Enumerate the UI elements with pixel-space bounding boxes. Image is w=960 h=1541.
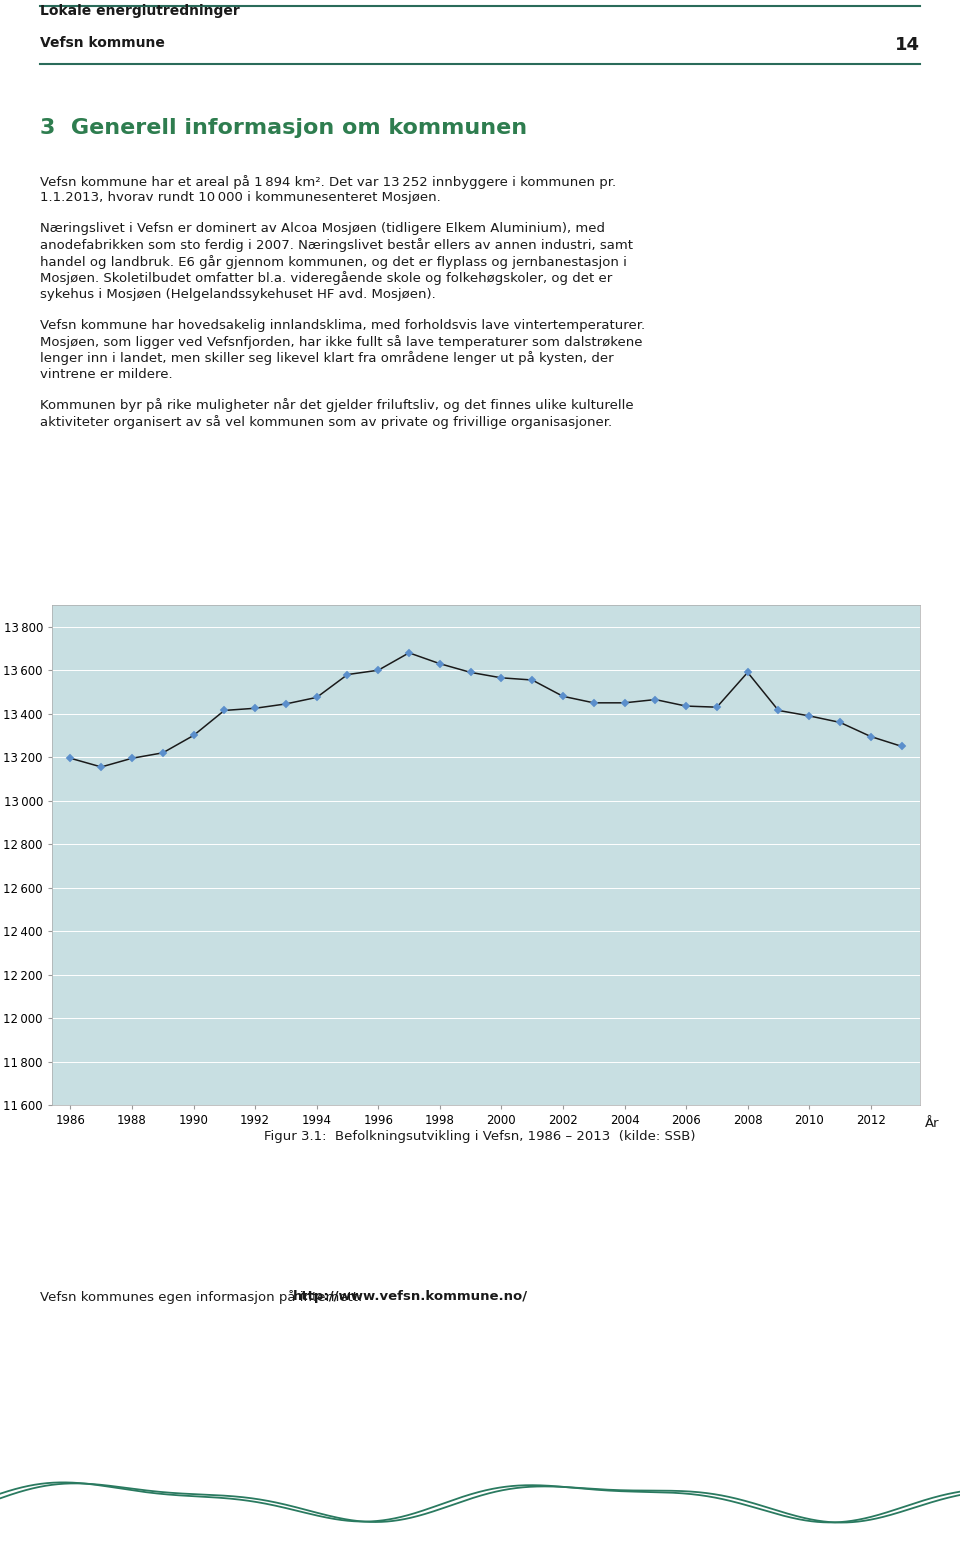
Text: År: År: [924, 1117, 939, 1131]
Text: Vefsn kommune har et areal på 1 894 km². Det var 13 252 innbyggere i kommunen pr: Vefsn kommune har et areal på 1 894 km².…: [40, 176, 616, 190]
Text: Kommunen byr på rike muligheter når det gjelder friluftsliv, og det finnes ulike: Kommunen byr på rike muligheter når det …: [40, 399, 634, 413]
Text: handel og landbruk. E6 går gjennom kommunen, og det er flyplass og jernbanestasj: handel og landbruk. E6 går gjennom kommu…: [40, 254, 627, 270]
Text: lenger inn i landet, men skiller seg likevel klart fra områdene lenger ut på kys: lenger inn i landet, men skiller seg lik…: [40, 351, 614, 365]
Text: Figur 3.1:  Befolkningsutvikling i Vefsn, 1986 – 2013  (kilde: SSB): Figur 3.1: Befolkningsutvikling i Vefsn,…: [264, 1130, 696, 1143]
Text: Næringslivet i Vefsn er dominert av Alcoa Mosjøen (tidligere Elkem Aluminium), m: Næringslivet i Vefsn er dominert av Alco…: [40, 222, 606, 234]
Text: vintrene er mildere.: vintrene er mildere.: [40, 368, 173, 381]
Text: Vefsn kommunes egen informasjon på internett:: Vefsn kommunes egen informasjon på inter…: [40, 1290, 367, 1304]
Text: Vefsn kommune har hovedsakelig innlandsklima, med forholdsvis lave vintertempera: Vefsn kommune har hovedsakelig innlandsk…: [40, 319, 645, 331]
Text: sykehus i Mosjøen (Helgelandssykehuset HF avd. Mosjøen).: sykehus i Mosjøen (Helgelandssykehuset H…: [40, 288, 436, 300]
Text: Lokale energiutredninger: Lokale energiutredninger: [40, 5, 240, 18]
Text: anodefabrikken som sto ferdig i 2007. Næringslivet består ellers av annen indust: anodefabrikken som sto ferdig i 2007. Næ…: [40, 239, 634, 253]
Text: Mosjøen, som ligger ved Vefsnfjorden, har ikke fullt så lave temperaturer som da: Mosjøen, som ligger ved Vefsnfjorden, ha…: [40, 334, 643, 348]
Text: 1.1.2013, hvorav rundt 10 000 i kommunesenteret Mosjøen.: 1.1.2013, hvorav rundt 10 000 i kommunes…: [40, 191, 441, 205]
Text: Vefsn kommune: Vefsn kommune: [40, 35, 165, 49]
Text: http://www.vefsn.kommune.no/: http://www.vefsn.kommune.no/: [294, 1290, 528, 1304]
Text: Mosjøen. Skoletilbudet omfatter bl.a. videregående skole og folkehøgskoler, og d: Mosjøen. Skoletilbudet omfatter bl.a. vi…: [40, 271, 612, 285]
Text: 3  Generell informasjon om kommunen: 3 Generell informasjon om kommunen: [40, 119, 527, 139]
Text: aktiviteter organisert av så vel kommunen som av private og frivillige organisas: aktiviteter organisert av så vel kommune…: [40, 415, 612, 428]
Text: 14: 14: [895, 35, 920, 54]
